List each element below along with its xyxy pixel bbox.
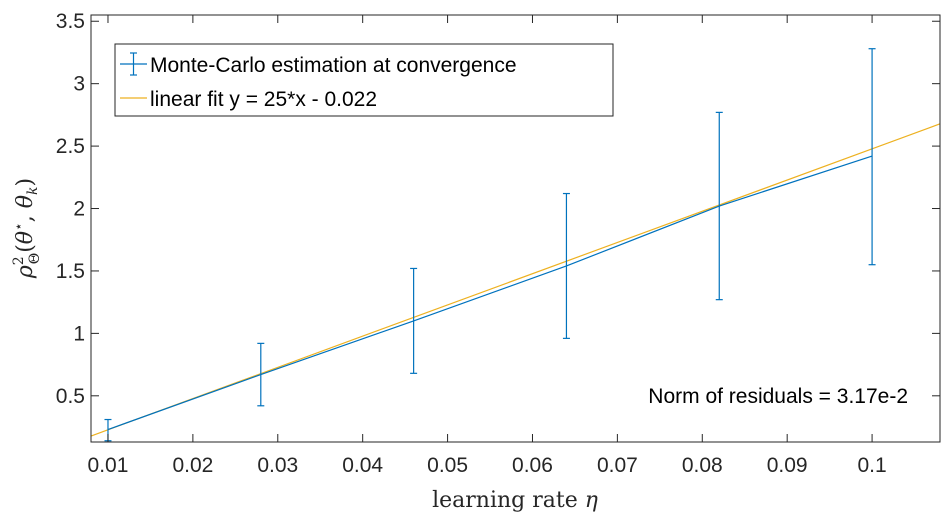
legend-entry-linear-fit: linear fit y = 25*x - 0.022 — [150, 88, 377, 111]
errorbar — [868, 48, 876, 266]
linear-fit-line — [90, 123, 941, 437]
x-tick-label: 0.08 — [682, 454, 723, 477]
errorbar — [257, 342, 265, 407]
y-tick-label: 0.5 — [56, 385, 85, 408]
x-tick-label: 0.09 — [767, 454, 808, 477]
x-axis-label: learning rate η — [432, 488, 598, 513]
montecarlo-series-line — [107, 155, 873, 431]
svg-text:ρ2Θ(θ⋆, θk): ρ2Θ(θ⋆, θk) — [11, 178, 43, 279]
x-tick-label: 0.1 — [857, 454, 886, 477]
y-tick-label: 2.5 — [56, 135, 85, 158]
x-tick-label: 0.01 — [88, 454, 129, 477]
residuals-annotation: Norm of residuals = 3.17e-2 — [648, 385, 908, 408]
axes-layer — [90, 14, 941, 443]
y-axis-label: ρ2Θ(θ⋆, θk) — [11, 178, 43, 279]
y-tick-label: 1.5 — [56, 260, 85, 283]
x-tick-label: 0.03 — [257, 454, 298, 477]
errorbar — [715, 111, 723, 301]
legend: Monte-Carlo estimation at convergence li… — [114, 43, 614, 117]
axes-box — [90, 14, 941, 443]
legend-box — [114, 43, 614, 117]
legend-errorbar-swatch — [120, 52, 147, 76]
x-tick-label: 0.06 — [512, 454, 553, 477]
y-tick-label: 3 — [73, 73, 85, 96]
errorbar — [410, 267, 418, 374]
y-tick-label: 3.5 — [56, 10, 85, 33]
x-tick-label: 0.02 — [172, 454, 213, 477]
y-tick-label: 2 — [73, 198, 85, 221]
y-tick-label: 1 — [73, 322, 85, 345]
ticks-layer: 0.01 0.02 0.03 0.04 0.05 0.06 0.07 0.08 0.09 0.1 0… — [56, 10, 940, 477]
x-tick-label: 0.04 — [342, 454, 383, 477]
series-layer — [90, 48, 941, 442]
x-tick-label: 0.07 — [597, 454, 638, 477]
errorbar — [562, 192, 570, 339]
x-tick-label: 0.05 — [427, 454, 468, 477]
legend-entry-montecarlo: Monte-Carlo estimation at convergence — [150, 54, 517, 77]
